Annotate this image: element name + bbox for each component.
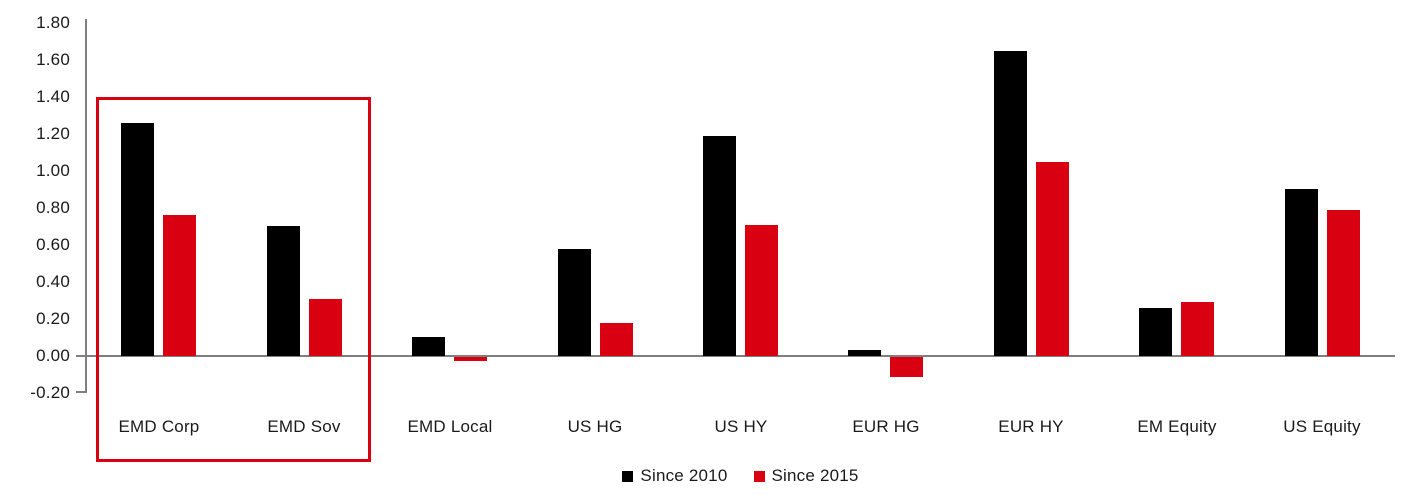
bar-since-2010-eur-hg xyxy=(848,350,881,356)
y-axis-tick-label: -0.20 xyxy=(30,383,70,402)
bar-since-2010-us-hg xyxy=(558,249,591,356)
y-axis-tick-label: 0.00 xyxy=(36,346,70,365)
x-axis-label-emd-corp: EMD Corp xyxy=(118,417,200,436)
x-axis-label-eur-hy: EUR HY xyxy=(998,417,1064,436)
y-axis-tick-label: 0.60 xyxy=(36,235,70,254)
x-axis-label-eur-hg: EUR HG xyxy=(852,417,920,436)
y-axis-tick-label: 0.20 xyxy=(36,309,70,328)
bar-since-2015-us-equity xyxy=(1327,210,1360,356)
bar-since-2015-eur-hy xyxy=(1036,162,1069,356)
bar-since-2015-eur-hg xyxy=(890,357,923,377)
legend-label: Since 2015 xyxy=(771,466,859,485)
x-axis-label-emd-local: EMD Local xyxy=(407,417,493,436)
y-axis-tick-label: 1.20 xyxy=(36,124,70,143)
bar-since-2010-eur-hy xyxy=(994,51,1027,356)
bar-since-2015-em-equity xyxy=(1181,302,1214,356)
legend-item-since-2010: Since 2010 xyxy=(622,466,727,486)
highlight-rectangle xyxy=(96,97,371,462)
bar-since-2010-us-equity xyxy=(1285,189,1318,356)
y-axis-tick-label: 0.80 xyxy=(36,198,70,217)
x-axis-label-us-hy: US HY xyxy=(714,417,768,436)
x-axis-label-em-equity: EM Equity xyxy=(1137,417,1217,436)
bar-since-2015-emd-corp xyxy=(163,215,196,356)
bar-since-2010-emd-local xyxy=(412,337,445,356)
y-axis-tick-label: 1.00 xyxy=(36,161,70,180)
bar-since-2015-emd-sov xyxy=(309,299,342,356)
bar-since-2010-em-equity xyxy=(1139,308,1172,356)
bar-since-2010-emd-corp xyxy=(121,123,154,356)
bar-since-2010-emd-sov xyxy=(267,226,300,356)
bar-since-2015-emd-local xyxy=(454,357,487,361)
zero-baseline xyxy=(86,355,1395,357)
bar-since-2015-us-hg xyxy=(600,323,633,356)
x-axis-label-us-hg: US HG xyxy=(567,417,623,436)
y-axis-tick-label: 1.40 xyxy=(36,87,70,106)
zero-tick-mark xyxy=(76,355,86,357)
legend-label: Since 2010 xyxy=(640,466,728,485)
legend-swatch-icon xyxy=(622,470,634,482)
bar-since-2010-us-hy xyxy=(703,136,736,356)
legend-item-since-2015: Since 2015 xyxy=(753,466,859,486)
bottom-tick-mark xyxy=(76,391,86,393)
y-axis-tick-label: 1.60 xyxy=(36,50,70,69)
x-axis-label-emd-sov: EMD Sov xyxy=(267,417,341,436)
x-axis-label-us-equity: US Equity xyxy=(1283,417,1361,436)
y-axis-line xyxy=(85,19,87,393)
legend: Since 2010 Since 2015 xyxy=(86,466,1395,486)
legend-swatch-icon xyxy=(753,470,765,482)
bar-since-2015-us-hy xyxy=(745,225,778,356)
y-axis-tick-label: 0.40 xyxy=(36,272,70,291)
y-axis-tick-label: 1.80 xyxy=(36,13,70,32)
